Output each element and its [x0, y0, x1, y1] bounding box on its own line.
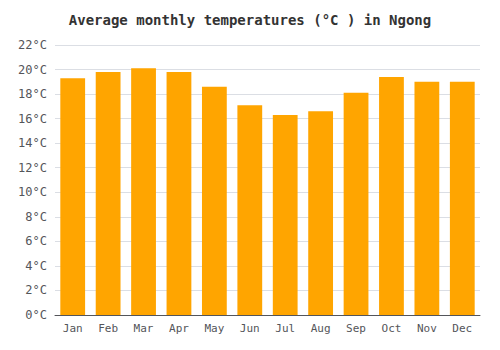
svg-text:Dec: Dec	[452, 322, 472, 335]
svg-text:6°C: 6°C	[25, 234, 47, 248]
svg-text:Average monthly temperatures (: Average monthly temperatures (°C ) in Ng…	[69, 12, 431, 28]
svg-text:Oct: Oct	[382, 322, 402, 335]
svg-text:Jun: Jun	[240, 322, 260, 335]
svg-text:Sep: Sep	[346, 322, 366, 335]
svg-text:0°C: 0°C	[25, 308, 47, 322]
svg-text:2°C: 2°C	[25, 283, 47, 297]
svg-text:20°C: 20°C	[18, 63, 47, 77]
svg-text:Aug: Aug	[311, 322, 331, 335]
svg-text:Jul: Jul	[275, 322, 295, 335]
svg-text:Apr: Apr	[169, 322, 189, 335]
svg-text:Mar: Mar	[134, 322, 154, 335]
svg-text:8°C: 8°C	[25, 210, 47, 224]
svg-text:16°C: 16°C	[18, 112, 47, 126]
svg-text:4°C: 4°C	[25, 259, 47, 273]
svg-text:10°C: 10°C	[18, 185, 47, 199]
svg-text:18°C: 18°C	[18, 87, 47, 101]
svg-text:12°C: 12°C	[18, 161, 47, 175]
svg-text:Jan: Jan	[63, 322, 83, 335]
svg-text:14°C: 14°C	[18, 136, 47, 150]
svg-text:Feb: Feb	[98, 322, 118, 335]
svg-text:Nov: Nov	[417, 322, 437, 335]
svg-text:May: May	[204, 322, 224, 335]
svg-text:22°C: 22°C	[18, 38, 47, 52]
